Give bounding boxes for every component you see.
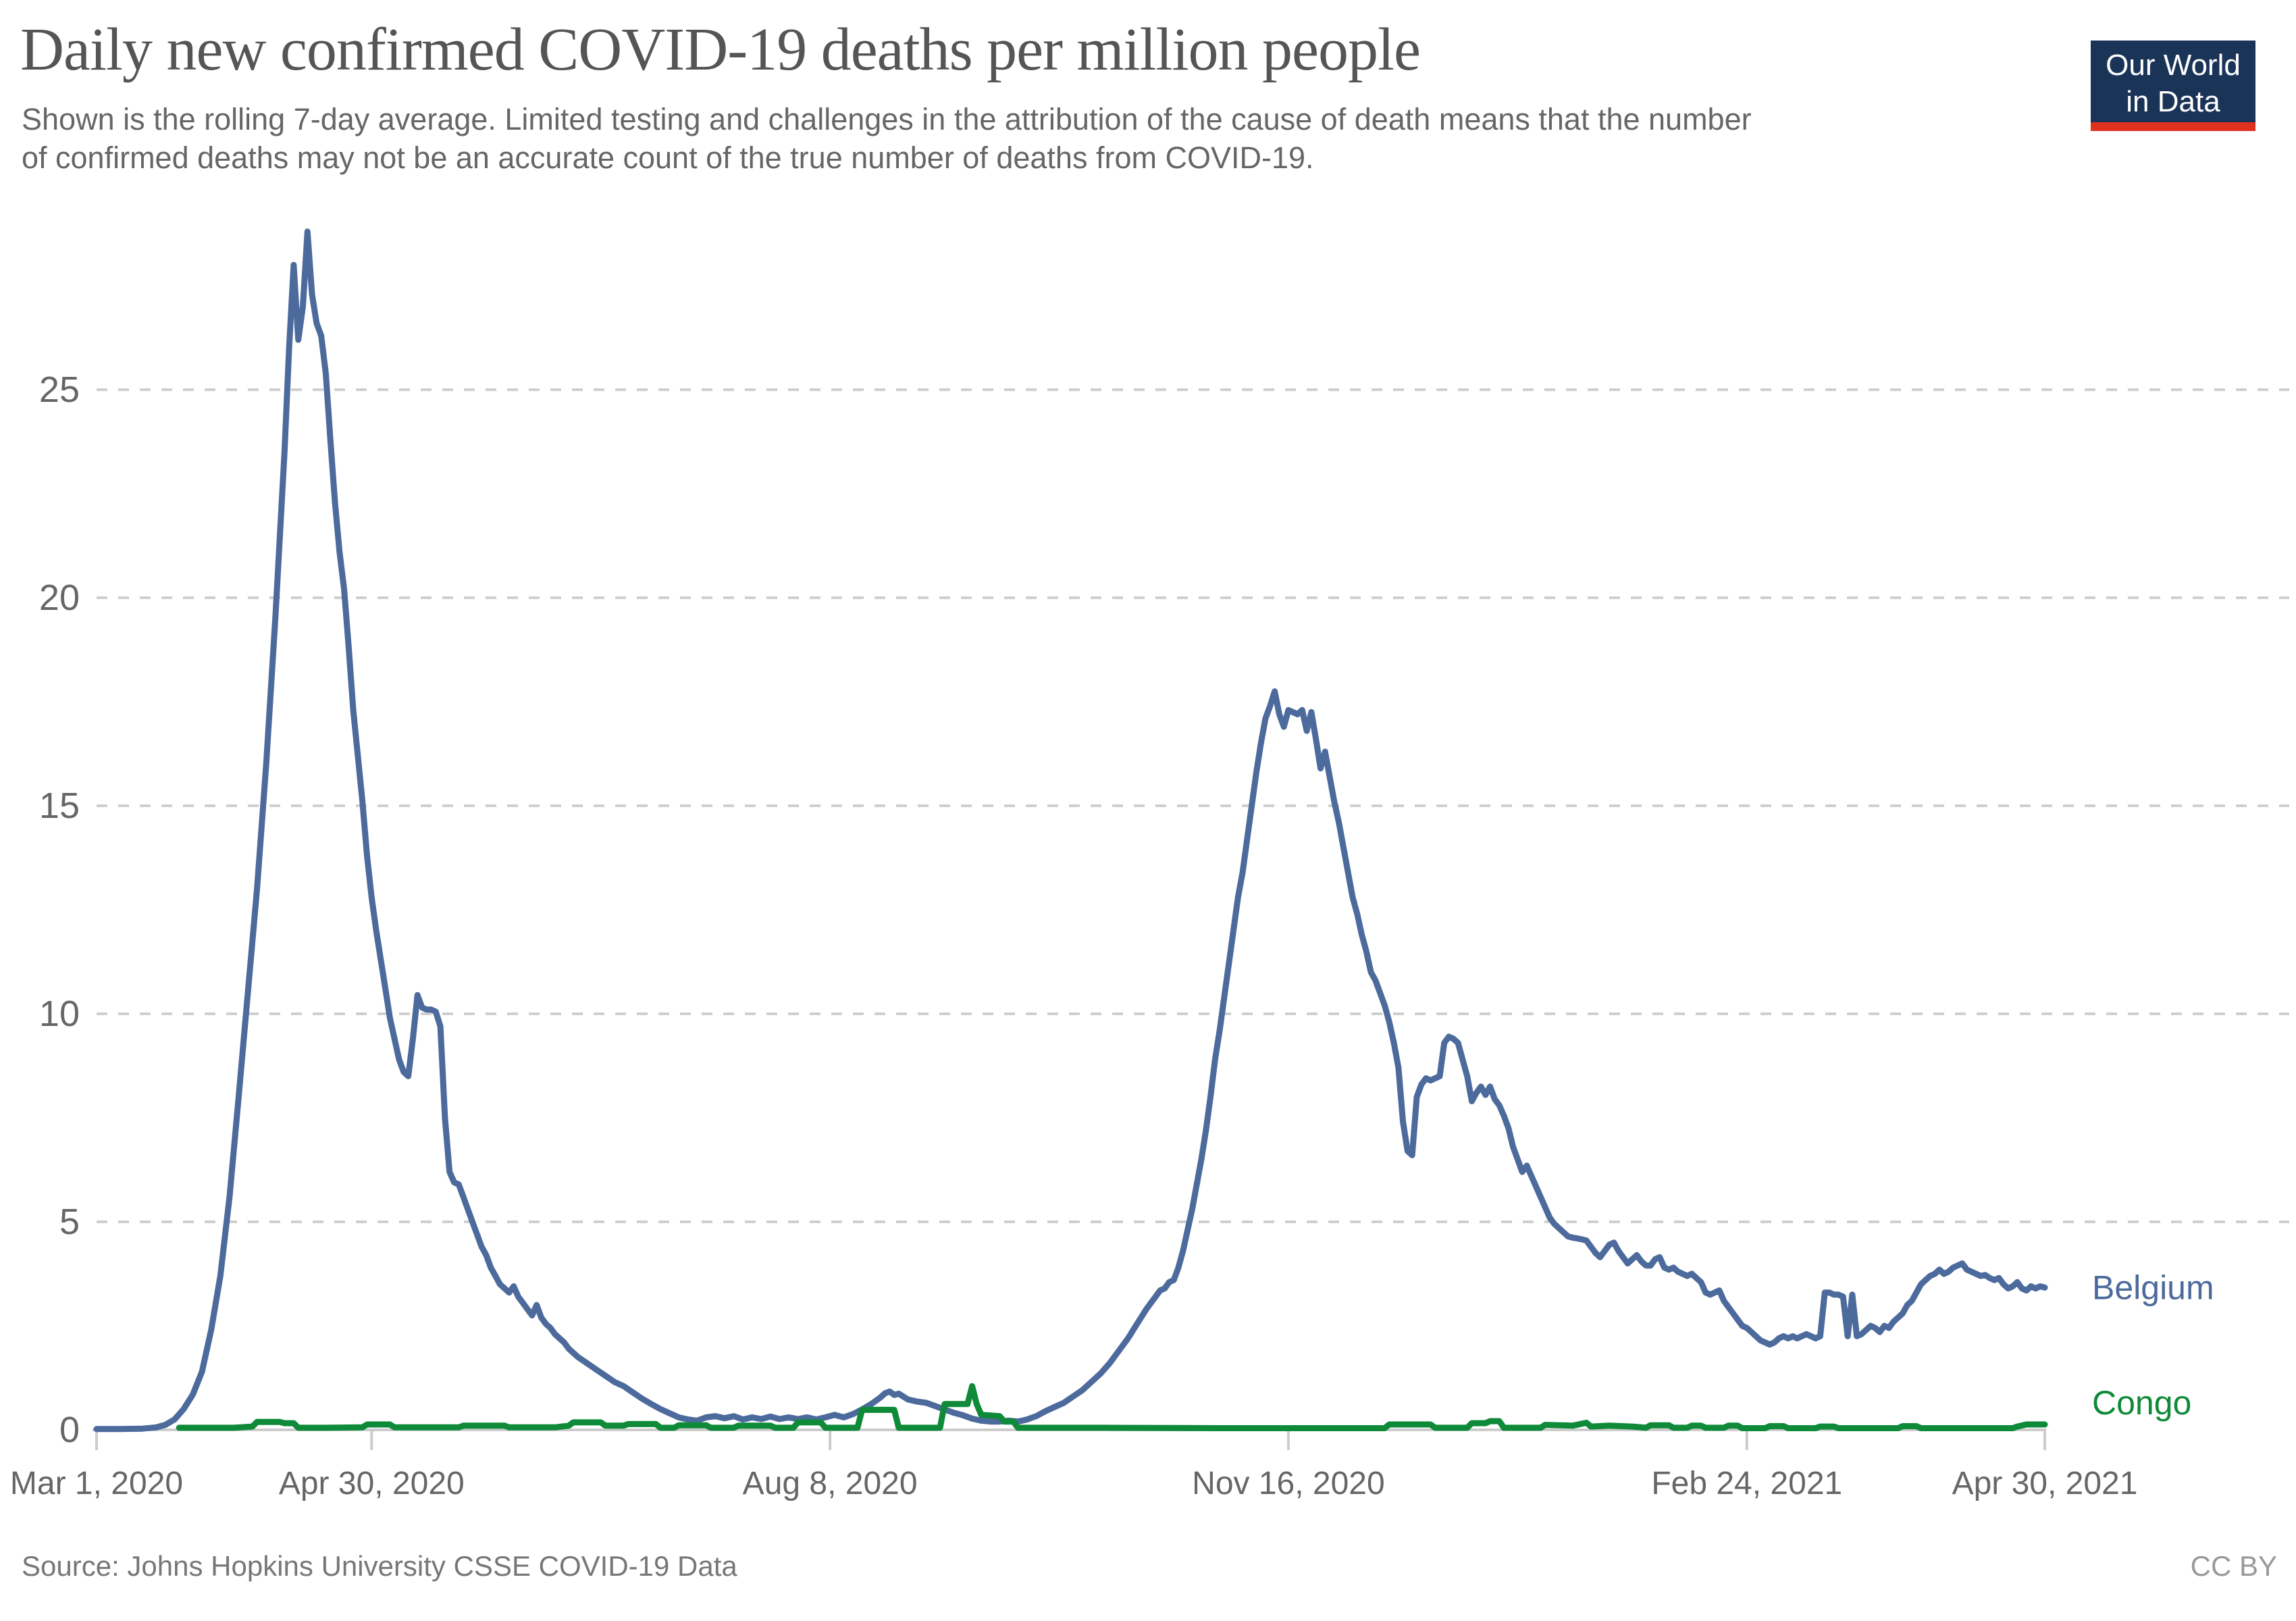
y-tick-label-10: 10 [39, 994, 80, 1034]
owid-logo-line1: Our World [2106, 49, 2241, 82]
source-text: Source: Johns Hopkins University CSSE CO… [22, 1550, 737, 1582]
license-link[interactable]: CC BY [2190, 1550, 2277, 1582]
gridlines-group [97, 388, 2289, 1223]
x-tick-label: Feb 24, 2021 [1651, 1466, 1842, 1501]
series-group [93, 228, 2048, 1433]
owid-logo-text: Our World in Data [2106, 47, 2241, 120]
series-line-belgium[interactable] [93, 228, 2048, 1433]
series-line-congo[interactable] [176, 1383, 2048, 1431]
owid-logo-line2: in Data [2126, 85, 2220, 118]
chart-subtitle: Shown is the rolling 7-day average. Limi… [22, 100, 1752, 177]
y-tick-label-15: 15 [39, 786, 80, 826]
x-tick-label: Aug 8, 2020 [743, 1466, 918, 1501]
owid-logo[interactable]: Our World in Data [2091, 41, 2255, 131]
x-tick-label: Apr 30, 2021 [1952, 1466, 2138, 1501]
y-axis-labels-group: 0 5 10 15 20 25 [39, 369, 80, 1450]
x-tick-label: Nov 16, 2020 [1192, 1466, 1385, 1501]
chart-subtitle-line2: of confirmed deaths may not be an accura… [22, 140, 1314, 175]
chart-subtitle-line1: Shown is the rolling 7-day average. Limi… [22, 102, 1752, 136]
x-tick-label: Mar 1, 2020 [10, 1466, 183, 1501]
y-tick-label-20: 20 [39, 577, 80, 618]
x-tick-label: Apr 30, 2020 [279, 1466, 465, 1501]
x-axis-group: Mar 1, 2020 Apr 30, 2020 Aug 8, 2020 Nov 16… [10, 1429, 2138, 1501]
y-tick-label-25: 25 [39, 369, 80, 410]
owid-logo-red-bar [2091, 122, 2255, 131]
y-tick-label-5: 5 [59, 1202, 80, 1242]
series-labels-group: Belgium Congo [2092, 1268, 2214, 1422]
page-title: Daily new confirmed COVID-19 deaths per … [20, 16, 1421, 83]
series-label-belgium: Belgium [2092, 1268, 2214, 1306]
y-tick-label-0: 0 [59, 1410, 80, 1450]
series-label-congo: Congo [2092, 1384, 2191, 1422]
